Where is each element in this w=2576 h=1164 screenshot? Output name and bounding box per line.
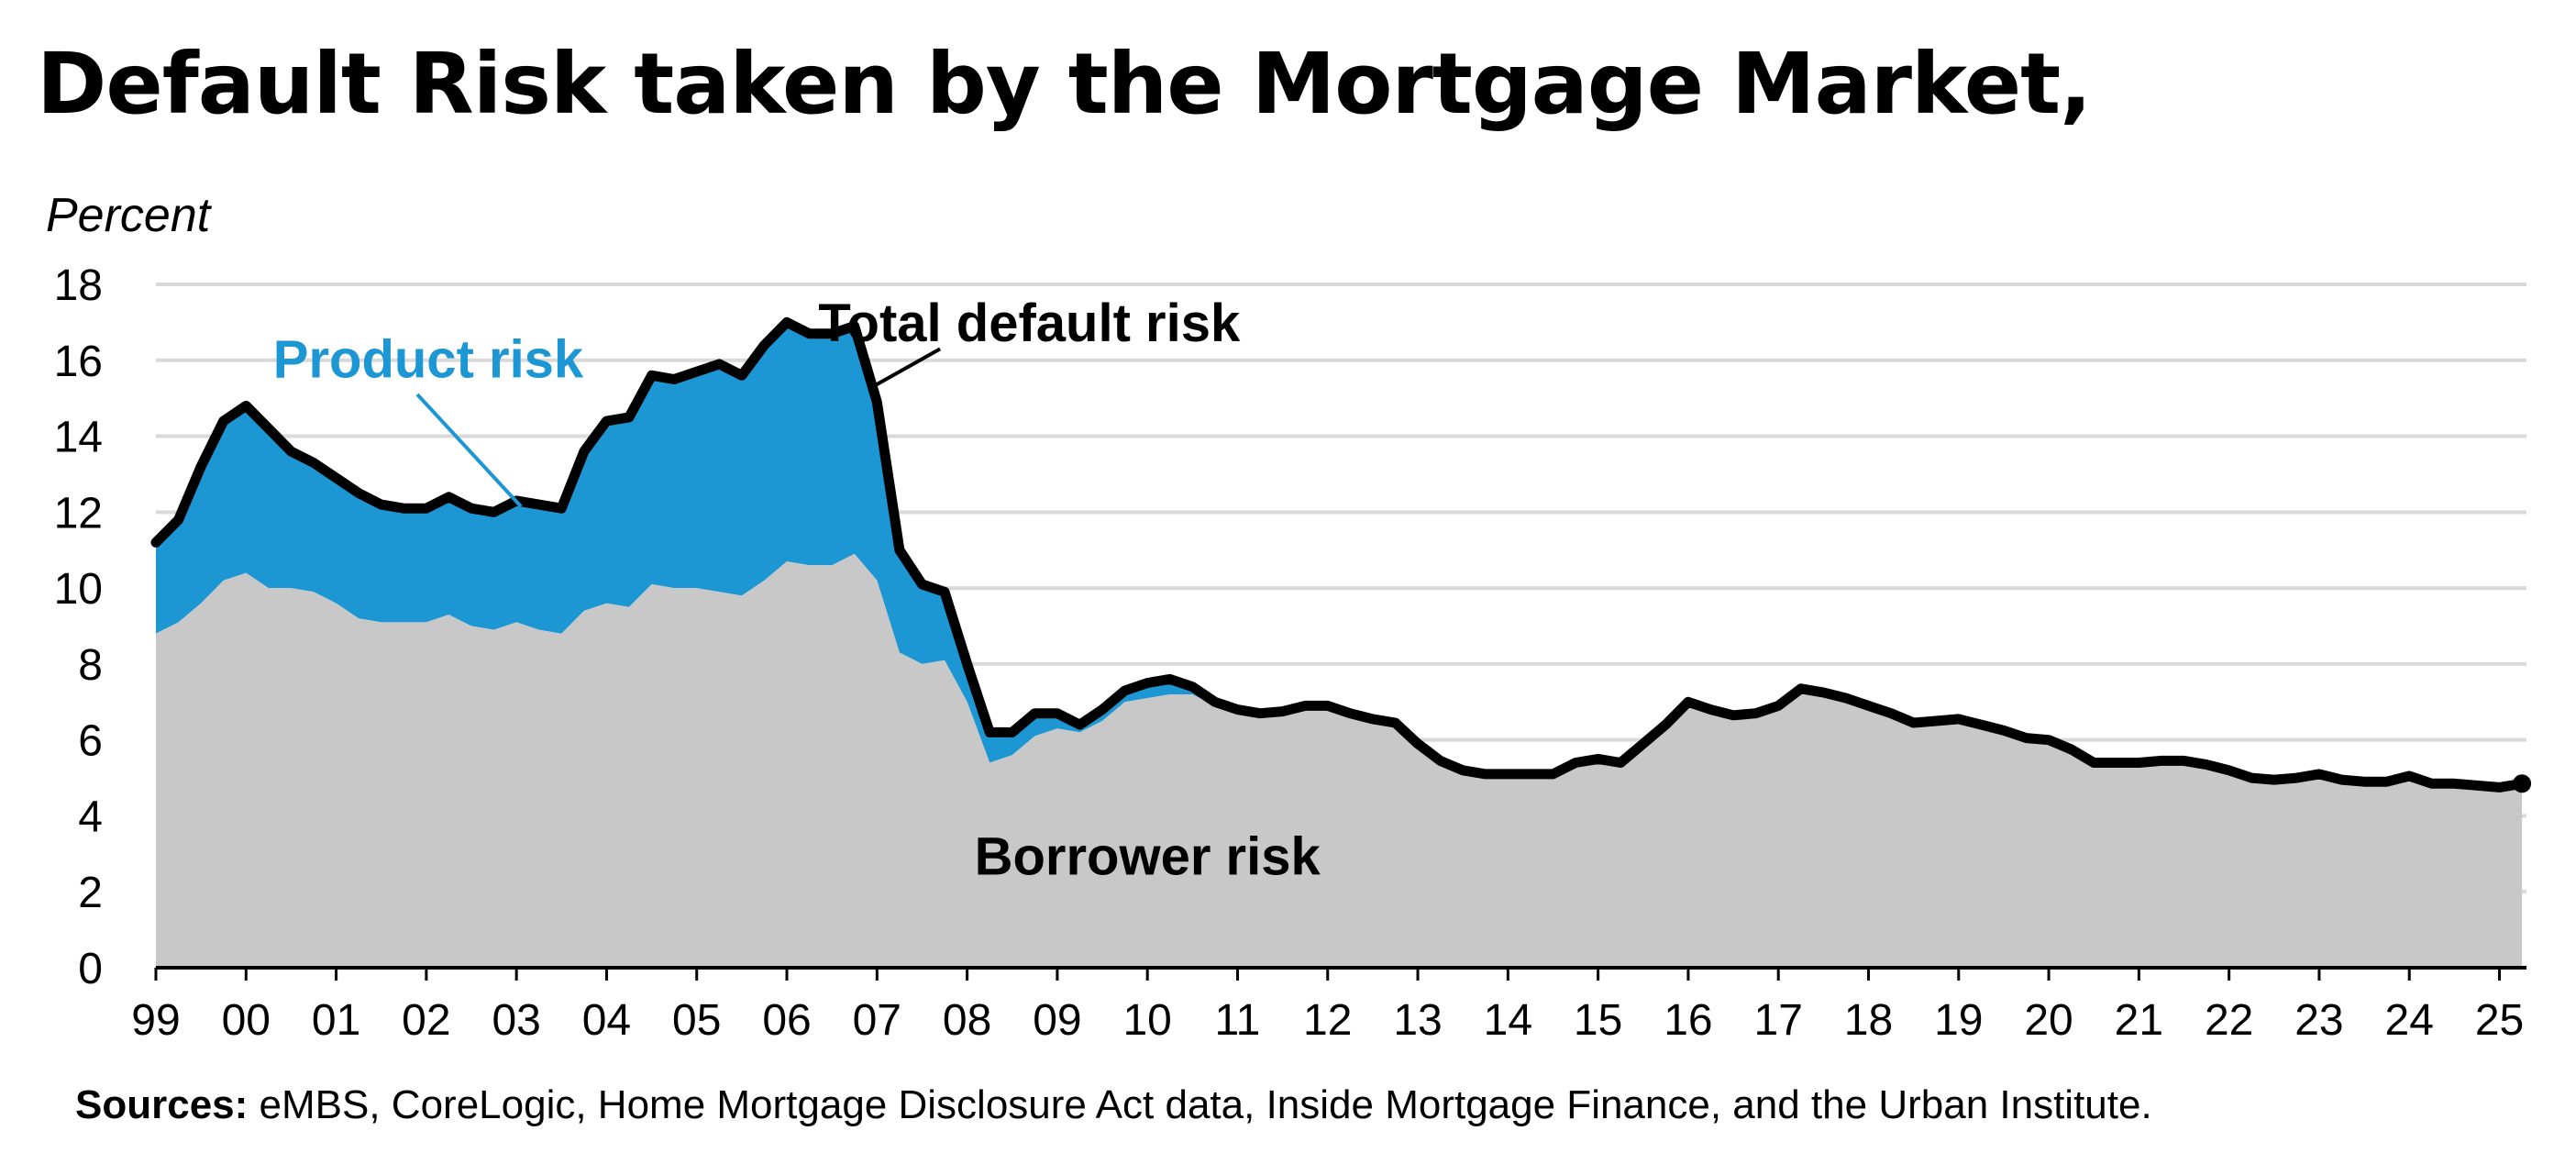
x-tick-label: 00 [222, 996, 271, 1045]
product-risk-area [156, 322, 2523, 788]
y-tick-label: 12 [54, 489, 103, 538]
y-tick-label: 14 [54, 414, 103, 462]
y-tick-label: 10 [54, 565, 103, 614]
sources-note: Sources: eMBS, CoreLogic, Home Mortgage … [75, 1082, 2152, 1128]
product-risk-label: Product risk [273, 329, 584, 389]
total-default-risk-line [150, 316, 2527, 793]
total-default-risk-leader [871, 347, 942, 389]
x-tick-label: 08 [943, 996, 991, 1045]
x-tick-label: 25 [2475, 996, 2524, 1045]
x-tick-label: 04 [582, 996, 631, 1045]
y-axis-label: Percent [46, 189, 213, 242]
borrower-risk-area [156, 553, 2523, 968]
x-tick-label: 03 [492, 996, 540, 1045]
x-tick-label: 99 [131, 996, 180, 1045]
y-tick-label: 4 [78, 793, 103, 841]
y-tick-label: 16 [54, 338, 103, 386]
x-tick-label: 20 [2024, 996, 2073, 1045]
total-line-end-marker [2513, 774, 2532, 793]
x-tick-label: 19 [1934, 996, 1983, 1045]
x-tick-label: 24 [2385, 996, 2434, 1045]
x-tick-label: 15 [1574, 996, 1622, 1045]
chart-title: Default Risk taken by the Mortgage Marke… [37, 35, 2092, 133]
x-tick-label: 07 [853, 996, 901, 1045]
x-tick-label: 12 [1303, 996, 1352, 1045]
y-axis-ticks: 0 2 4 6 8 10 12 14 16 18 [54, 261, 103, 993]
y-tick-label: 8 [78, 641, 103, 690]
x-tick-label: 01 [312, 996, 360, 1045]
x-tick-label: 17 [1754, 996, 1803, 1045]
x-tick-label: 10 [1122, 996, 1171, 1045]
product-risk-leader [415, 393, 523, 508]
x-tick-label: 14 [1484, 996, 1532, 1045]
x-tick-label: 22 [2205, 996, 2253, 1045]
x-tick-label: 09 [1033, 996, 1081, 1045]
x-tick-label: 23 [2294, 996, 2343, 1045]
x-tick-label: 18 [1844, 996, 1893, 1045]
x-tick-label: 11 [1215, 996, 1261, 1045]
y-tick-label: 2 [78, 869, 103, 917]
borrower-risk-label: Borrower risk [975, 827, 1321, 887]
x-tick-label: 16 [1664, 996, 1712, 1045]
total-default-risk-label: Total default risk [818, 294, 1241, 353]
y-tick-label: 0 [78, 945, 103, 993]
x-tick-label: 06 [762, 996, 811, 1045]
x-axis-ticks: 99 00 01 02 03 04 05 06 07 08 09 10 11 12 13 14 15 16 17 18… [131, 968, 2524, 1045]
sources-text: eMBS, CoreLogic, Home Mortgage Disclosur… [248, 1082, 2152, 1127]
x-tick-label: 13 [1393, 996, 1442, 1045]
y-tick-label: 18 [54, 261, 103, 310]
x-tick-label: 02 [402, 996, 450, 1045]
sources-label: Sources: [75, 1082, 249, 1127]
x-tick-label: 05 [672, 996, 721, 1045]
x-tick-label: 21 [2115, 996, 2163, 1045]
y-tick-label: 6 [78, 717, 103, 766]
